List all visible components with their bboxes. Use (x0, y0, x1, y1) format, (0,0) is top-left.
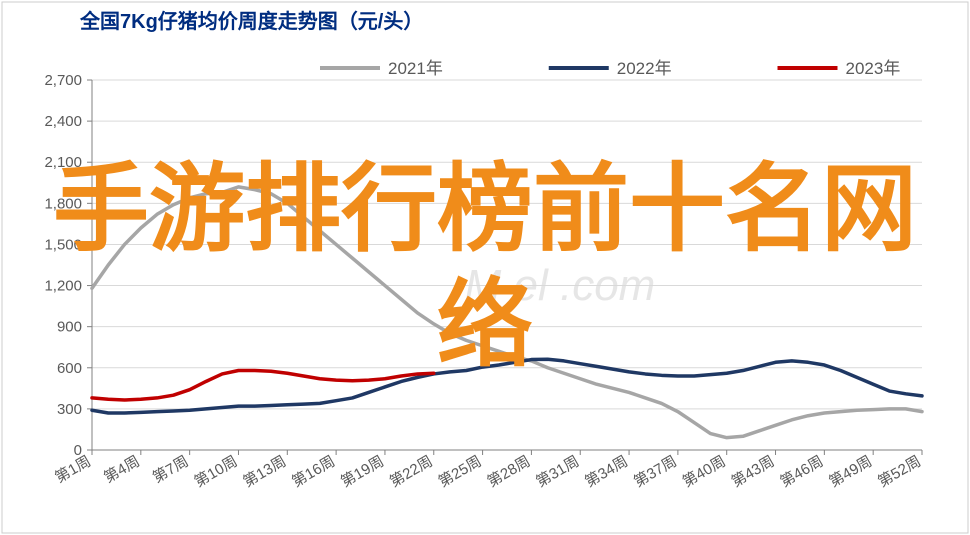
ytick-label: 2,400 (44, 113, 82, 130)
ytick-label: 1,800 (44, 195, 82, 212)
ytick-label: 2,100 (44, 154, 82, 171)
legend-label: 2022年 (617, 59, 672, 78)
line-chart: 全国7Kg仔猪均价周度走势图（元/头）M el .com03006009001,… (0, 0, 970, 535)
ytick-label: 900 (57, 319, 82, 336)
ytick-label: 600 (57, 360, 82, 377)
chart-title: 全国7Kg仔猪均价周度走势图（元/头） (79, 9, 423, 33)
legend-label: 2021年 (388, 59, 443, 78)
ytick-label: 1,200 (44, 278, 82, 295)
ytick-label: 300 (57, 401, 82, 418)
ytick-label: 1,500 (44, 236, 82, 253)
legend-label: 2023年 (846, 59, 901, 78)
ytick-label: 2,700 (44, 72, 82, 89)
